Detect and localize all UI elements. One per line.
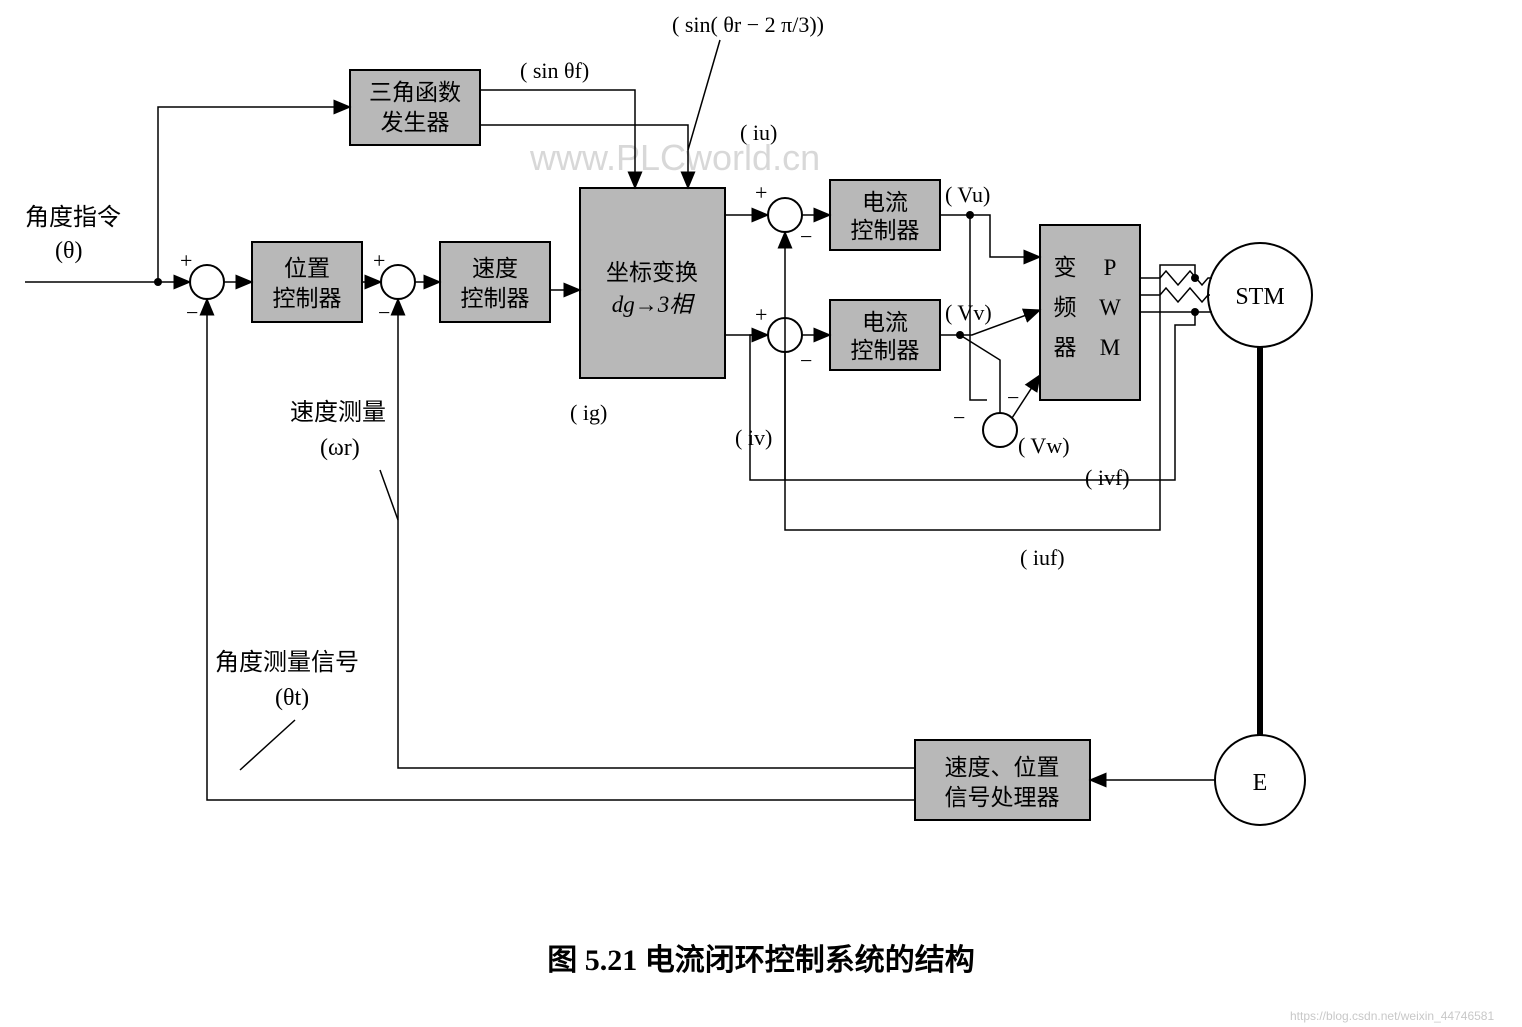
lbl-Vw: ( Vw) bbox=[1018, 433, 1070, 458]
block-transform: 坐标变换 dg→3相 bbox=[580, 188, 725, 378]
svg-text:位置: 位置 bbox=[284, 256, 330, 281]
svg-text:发生器: 发生器 bbox=[381, 110, 450, 135]
svg-text:频: 频 bbox=[1054, 295, 1077, 320]
lbl-ivf: ( ivf) bbox=[1085, 465, 1130, 490]
block-trig: 三角函数 发生器 bbox=[350, 70, 480, 145]
wire-pwm-1 bbox=[1140, 271, 1212, 285]
lbl-iuf: ( iuf) bbox=[1020, 545, 1065, 570]
block-pwm: 变 频 器 P W M bbox=[1040, 225, 1140, 400]
svg-text:M: M bbox=[1100, 335, 1120, 360]
wire-vv-branch bbox=[960, 335, 1000, 413]
block-current-1: 电流 控制器 bbox=[830, 180, 940, 250]
lbl-th1: 角度测量信号 bbox=[215, 649, 359, 676]
lbl-sinf: ( sin θf) bbox=[520, 58, 589, 83]
svg-text:控制器: 控制器 bbox=[461, 286, 530, 311]
ptr-theta bbox=[240, 720, 295, 770]
svg-text:−: − bbox=[953, 405, 965, 430]
svg-text:−: − bbox=[378, 300, 390, 325]
block-encoder: E bbox=[1215, 735, 1305, 825]
lbl-iv: ( iv) bbox=[735, 425, 772, 450]
lbl-ig: ( ig) bbox=[570, 400, 607, 425]
block-speed: 速度 控制器 bbox=[440, 242, 550, 322]
block-stm: STM bbox=[1208, 243, 1312, 347]
lbl-sinr: ( sin( θr − 2 π/3)) bbox=[672, 12, 824, 37]
ptr-wr bbox=[380, 470, 398, 520]
ptr-sinr bbox=[688, 40, 720, 150]
svg-text:电流: 电流 bbox=[862, 310, 908, 335]
wire-theta-fb bbox=[207, 299, 915, 800]
svg-text:控制器: 控制器 bbox=[851, 218, 920, 243]
lbl-wr2: (ωr) bbox=[320, 435, 360, 461]
svg-text:STM: STM bbox=[1235, 284, 1284, 310]
svg-text:dg→3相: dg→3相 bbox=[612, 292, 696, 317]
sum-speed bbox=[381, 265, 415, 299]
svg-text:+: + bbox=[755, 180, 767, 205]
svg-text:−: − bbox=[800, 348, 812, 373]
lbl-input-1: 角度指令 bbox=[25, 204, 121, 231]
svg-text:信号处理器: 信号处理器 bbox=[945, 785, 1060, 810]
svg-text:+: + bbox=[755, 302, 767, 327]
footnote: https://blog.csdn.net/weixin_44746581 bbox=[1290, 1009, 1494, 1023]
svg-text:−: − bbox=[186, 300, 198, 325]
caption: 图 5.21 电流闭环控制系统的结构 bbox=[547, 943, 975, 977]
svg-text:速度、位置: 速度、位置 bbox=[945, 755, 1060, 780]
svg-text:W: W bbox=[1099, 295, 1121, 320]
svg-text:+: + bbox=[180, 248, 192, 273]
svg-text:三角函数: 三角函数 bbox=[369, 80, 461, 105]
lbl-iu: ( iu) bbox=[740, 120, 777, 145]
svg-text:P: P bbox=[1104, 255, 1117, 280]
lbl-input-2: (θ) bbox=[55, 238, 82, 264]
wire-pwm-2 bbox=[1140, 288, 1210, 302]
block-position: 位置 控制器 bbox=[252, 242, 362, 322]
svg-text:变: 变 bbox=[1054, 255, 1077, 280]
svg-text:坐标变换: 坐标变换 bbox=[606, 260, 698, 285]
svg-text:+: + bbox=[373, 248, 385, 273]
svg-text:控制器: 控制器 bbox=[273, 286, 342, 311]
block-current-2: 电流 控制器 bbox=[830, 300, 940, 370]
svg-text:−: − bbox=[1007, 385, 1019, 410]
block-processor: 速度、位置 信号处理器 bbox=[915, 740, 1090, 820]
sum-vw bbox=[983, 413, 1017, 447]
lbl-wr1: 速度测量 bbox=[290, 399, 386, 426]
svg-text:E: E bbox=[1253, 770, 1268, 796]
sum-iu bbox=[768, 198, 802, 232]
wire-vu bbox=[940, 215, 1040, 257]
svg-text:电流: 电流 bbox=[862, 190, 908, 215]
lbl-Vu: ( Vu) bbox=[945, 182, 990, 207]
lbl-Vv: ( Vv) bbox=[945, 300, 992, 325]
svg-text:控制器: 控制器 bbox=[851, 338, 920, 363]
svg-text:器: 器 bbox=[1054, 335, 1077, 360]
svg-text:速度: 速度 bbox=[472, 256, 518, 281]
svg-text:−: − bbox=[800, 224, 812, 249]
lbl-th2: (θt) bbox=[275, 685, 309, 711]
sum-position bbox=[190, 265, 224, 299]
